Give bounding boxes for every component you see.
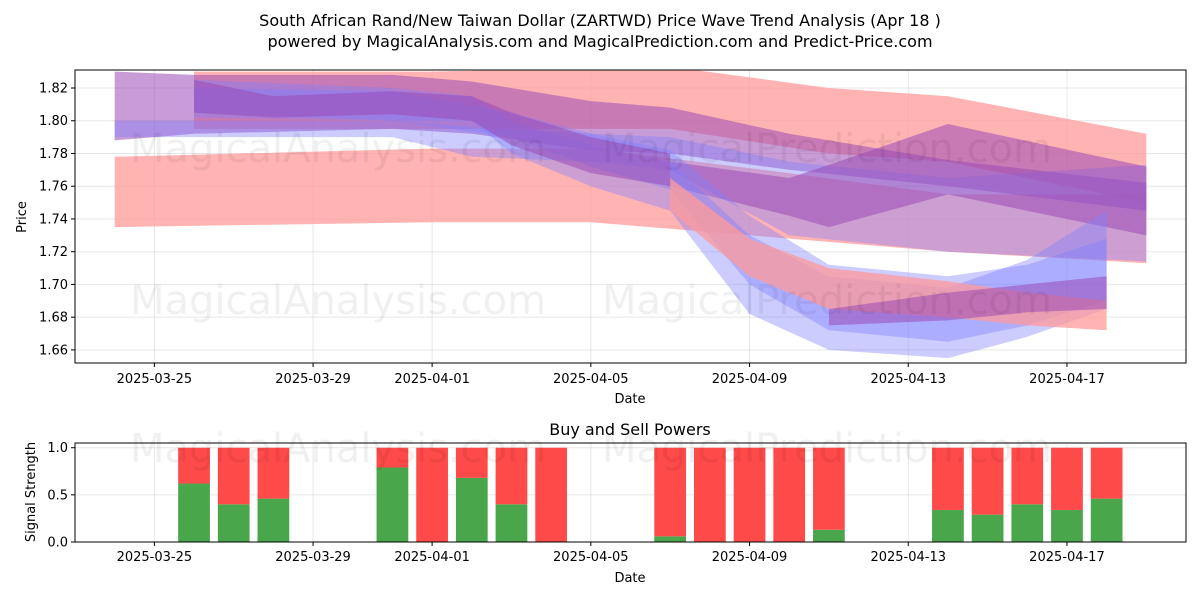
price-y-axis-label: Price [15, 201, 30, 233]
power-x-tick-label-6: 2025-04-17 [1029, 550, 1105, 565]
power-x-tick-label-4: 2025-04-09 [712, 550, 788, 565]
price-y-tick-label-1: 1.68 [39, 311, 68, 326]
sell-bar-16 [1051, 447, 1083, 510]
watermark-prediction-bottom: MagicalPrediction.com [602, 426, 1052, 472]
sell-bar-15 [1011, 447, 1044, 505]
sell-bar-9 [693, 447, 726, 542]
watermark-analysis-mid: MagicalAnalysis.com [130, 278, 546, 324]
buy-bar-16 [1051, 509, 1083, 542]
price-y-ticks: 1.66 1.68 1.70 1.72 1.74 1.76 1.78 1.80 1.82 [39, 82, 75, 358]
buy-bar-3 [376, 467, 409, 542]
sell-bar-2 [257, 447, 290, 499]
power-x-tick-label-0: 2025-03-25 [117, 550, 193, 565]
price-y-tick-label-8: 1.82 [39, 82, 68, 97]
buy-bar-0 [178, 483, 210, 542]
price-y-tick-label-2: 1.70 [39, 278, 68, 293]
price-band-4 [670, 124, 1147, 236]
power-y-tick-label-2: 1.0 [47, 441, 68, 456]
sell-bar-0 [178, 447, 210, 484]
price-x-tick-label-3: 2025-04-05 [553, 372, 629, 387]
price-x-tick-label-1: 2025-03-29 [275, 372, 351, 387]
power-x-tick-label-3: 2025-04-05 [553, 550, 629, 565]
price-band-8 [194, 79, 671, 187]
sell-bar-17 [1090, 447, 1123, 499]
power-x-ticks: 2025-03-25 2025-03-29 2025-04-01 2025-04-05… [117, 542, 1105, 565]
power-y-ticks: 0.0 0.5 1.0 [47, 441, 75, 551]
power-plot-frame [74, 442, 1187, 543]
price-x-tick-label-4: 2025-04-09 [712, 372, 788, 387]
buy-bar-12 [813, 529, 845, 542]
sell-bar-5 [455, 447, 488, 478]
power-chart-title: Buy and Sell Powers [549, 420, 711, 439]
price-y-tick-label-7: 1.80 [39, 114, 68, 129]
buy-bar-5 [455, 477, 488, 542]
power-x-axis-label: Date [614, 571, 645, 586]
chart-title: South African Rand/New Taiwan Dollar (ZA… [259, 11, 941, 30]
chart-subtitle: powered by MagicalAnalysis.com and Magic… [267, 32, 932, 51]
price-y-tick-label-5: 1.76 [39, 180, 68, 195]
watermark-prediction-mid: MagicalPrediction.com [602, 278, 1052, 324]
sell-bar-6 [495, 447, 528, 505]
price-x-tick-label-0: 2025-03-25 [117, 372, 193, 387]
price-x-axis-label: Date [614, 392, 645, 407]
sell-bar-11 [773, 447, 806, 542]
price-x-ticks: 2025-03-25 2025-03-29 2025-04-01 2025-04-05… [117, 363, 1105, 387]
price-y-tick-label-0: 1.66 [39, 343, 68, 358]
power-y-tick-label-1: 0.5 [47, 488, 68, 503]
power-x-tick-label-5: 2025-04-13 [870, 550, 946, 565]
buy-bar-6 [495, 504, 528, 542]
price-x-tick-label-5: 2025-04-13 [870, 372, 946, 387]
watermark-analysis-bottom: MagicalAnalysis.com [130, 426, 546, 472]
buy-bar-14 [971, 514, 1004, 542]
sell-bar-7 [535, 447, 568, 542]
price-band-3 [114, 120, 1147, 262]
price-x-tick-label-2: 2025-04-01 [394, 372, 470, 387]
price-band-9 [828, 276, 1107, 326]
watermark-prediction-top: MagicalPrediction.com [602, 126, 1052, 172]
price-plot-frame [74, 69, 1187, 364]
price-y-tick-label-3: 1.72 [39, 245, 68, 260]
power-bars [178, 447, 1123, 542]
price-y-tick-label-4: 1.74 [39, 212, 68, 227]
sell-bar-4 [416, 447, 448, 542]
sell-bar-12 [813, 447, 845, 530]
buy-bar-1 [217, 504, 250, 542]
power-panel: Buy and Sell Powers MagicalAnalysis.com … [24, 420, 1187, 586]
buy-bar-17 [1090, 498, 1123, 542]
price-x-tick-label-6: 2025-04-17 [1029, 372, 1105, 387]
price-y-tick-label-6: 1.78 [39, 147, 68, 162]
power-x-tick-label-1: 2025-03-29 [275, 550, 351, 565]
price-band-layer [114, 70, 1147, 359]
sell-bar-8 [654, 447, 687, 537]
power-x-tick-label-2: 2025-04-01 [394, 550, 470, 565]
watermark-analysis-top: MagicalAnalysis.com [130, 126, 546, 172]
power-y-axis-label: Signal Strength [24, 442, 39, 542]
buy-bar-2 [257, 498, 290, 542]
sell-bar-3 [376, 447, 409, 468]
buy-bar-8 [654, 536, 687, 542]
sell-bar-1 [217, 447, 250, 505]
power-y-tick-label-0: 0.0 [47, 536, 68, 551]
sell-bar-13 [932, 447, 964, 510]
price-bands [114, 70, 1147, 359]
price-band-0 [114, 148, 1147, 264]
price-panel: MagicalAnalysis.com MagicalPrediction.co… [15, 69, 1187, 407]
sell-bar-14 [971, 447, 1004, 515]
buy-bar-15 [1011, 504, 1044, 542]
buy-bar-13 [932, 509, 964, 542]
sell-bar-10 [733, 447, 766, 542]
